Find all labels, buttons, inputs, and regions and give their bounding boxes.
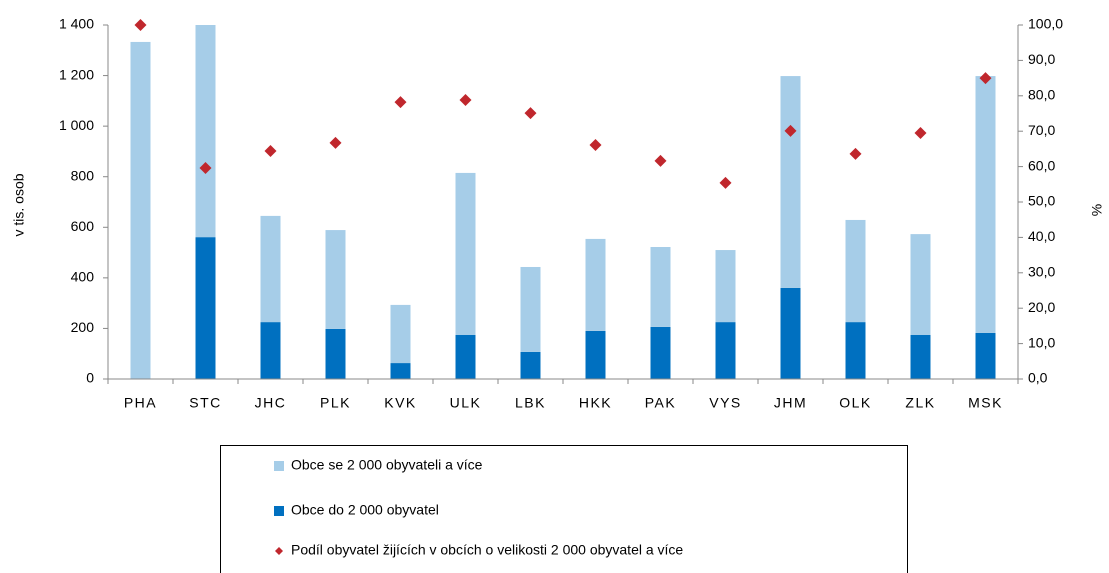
legend-swatch [274,461,284,471]
bar [715,250,736,323]
x-tick-label: VYS [709,395,742,411]
y-tick-label: 1 400 [59,16,94,32]
marker [524,107,537,120]
bar [585,330,606,379]
bar [845,322,866,379]
bar [780,287,801,379]
bar [195,25,216,238]
bar [585,238,606,331]
y2-tick-label: 0,0 [1028,370,1048,386]
bar [910,335,931,379]
y2-tick-label: 90,0 [1028,51,1055,67]
marker [654,154,667,167]
x-tick-label: PLK [320,395,351,411]
marker [264,145,277,158]
bar [260,215,281,323]
marker [849,147,862,160]
y2-tick-label: 50,0 [1028,193,1055,209]
marker [719,176,732,189]
legend-swatch [275,547,283,555]
y-tick-label: 800 [71,167,95,183]
bar [650,247,671,327]
bar [715,322,736,379]
y-tick-label: 200 [71,319,95,335]
x-tick-label: ULK [450,395,482,411]
x-tick-label: STC [189,395,222,411]
bar [975,332,996,379]
marker [784,124,797,137]
bar [650,326,671,379]
bar [260,322,281,379]
y-tick-label: 1 200 [59,66,94,82]
x-tick-label: OLK [839,395,872,411]
marker [459,94,472,107]
y-axis-label: v tis. osob [11,173,27,236]
y2-tick-label: 60,0 [1028,157,1055,173]
bar [780,76,801,288]
legend-label: Podíl obyvatel žijících v obcích o velik… [291,542,683,558]
marker [199,162,212,175]
x-tick-label: JHM [774,395,807,411]
y2-tick-label: 70,0 [1028,122,1055,138]
y2-tick-label: 40,0 [1028,228,1055,244]
marker [914,126,927,139]
y2-axis-label: % [1089,204,1105,216]
y2-tick-label: 10,0 [1028,334,1055,350]
bar [390,363,411,379]
x-tick-label: PHA [124,395,157,411]
y2-tick-label: 30,0 [1028,264,1055,280]
x-tick-label: LBK [515,395,546,411]
marker [979,72,992,85]
y-tick-label: 0 [86,370,94,386]
bar [520,266,541,352]
x-tick-label: HKK [579,395,612,411]
legend-swatch [274,506,284,516]
y-tick-label: 400 [71,269,95,285]
legend-label: Obce do 2 000 obyvatel [291,502,439,518]
y-tick-label: 1 000 [59,117,94,133]
marker [589,139,602,152]
bar [845,219,866,323]
y2-tick-label: 100,0 [1028,16,1063,32]
x-tick-label: MSK [968,395,1003,411]
bar [975,76,996,333]
y2-tick-label: 80,0 [1028,87,1055,103]
legend-box [220,445,908,573]
marker [329,136,342,149]
bar [195,237,216,379]
y-tick-label: 600 [71,218,95,234]
bar [325,328,346,379]
bar [910,234,931,336]
bar [455,172,476,336]
legend-label: Obce se 2 000 obyvateli a více [291,457,483,473]
x-tick-label: ZLK [905,395,935,411]
bar [520,351,541,379]
y2-tick-label: 20,0 [1028,299,1055,315]
marker [134,19,147,31]
bar [325,230,346,329]
x-tick-label: PAK [645,395,676,411]
marker [394,96,407,109]
bar [130,41,151,379]
bar [390,304,411,364]
x-tick-label: KVK [384,395,417,411]
x-tick-label: JHC [255,395,287,411]
bar [455,335,476,379]
